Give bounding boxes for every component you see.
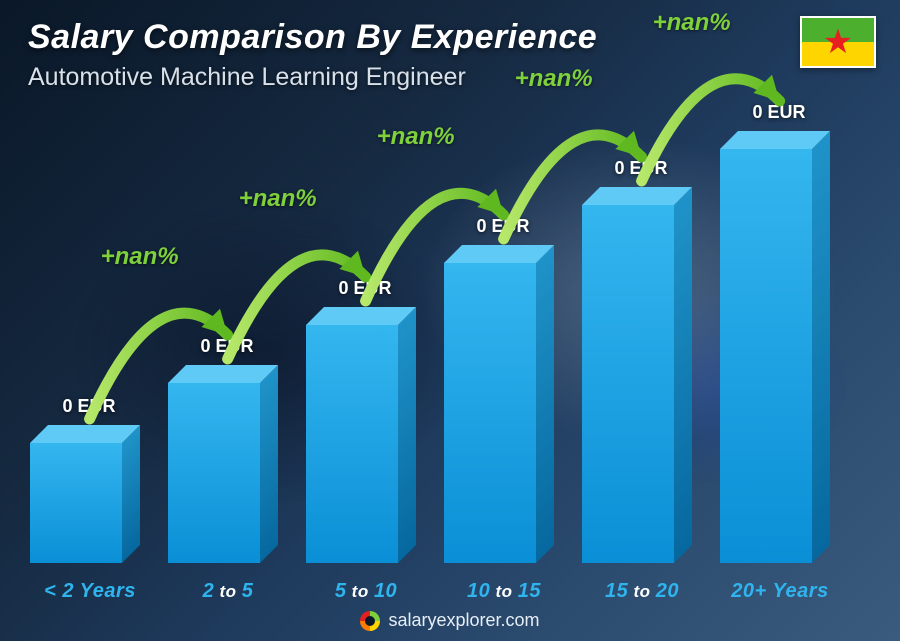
delta-label: +nan% (653, 9, 731, 37)
bar-front (168, 383, 260, 563)
delta-label: +nan% (239, 185, 317, 213)
infographic-canvas: Salary Comparison By Experience Automoti… (0, 0, 900, 641)
x-axis-label: < 2 Years (20, 580, 160, 603)
bar-front (582, 205, 674, 563)
footer-text: salaryexplorer.com (388, 610, 539, 631)
title-block: Salary Comparison By Experience Automoti… (28, 18, 597, 92)
flag-star-icon: ★ (823, 25, 853, 59)
bar-value-label: 0 EUR (438, 216, 568, 237)
bar-front (720, 149, 812, 563)
bar-cap (444, 245, 554, 263)
x-axis-label: 5 to 10 (296, 580, 436, 603)
x-axis-label: 15 to 20 (572, 580, 712, 603)
x-axis-label: 10 to 15 (434, 580, 574, 603)
bar-value-label: 0 EUR (576, 158, 706, 179)
bar-side (536, 245, 554, 563)
site-logo-icon (360, 611, 380, 631)
bar-side (812, 131, 830, 563)
bar-side (260, 365, 278, 563)
page-title: Salary Comparison By Experience (28, 18, 597, 57)
bar-cap (582, 187, 692, 205)
bar-slot: 0 EUR15 to 20 (582, 187, 690, 563)
x-axis-label: 2 to 5 (158, 580, 298, 603)
bar-value-label: 0 EUR (300, 278, 430, 299)
bar-value-label: 0 EUR (714, 102, 844, 123)
chart-area: 0 EUR< 2 Years 0 EUR2 to 5 0 EUR5 to 10 0 E… (30, 123, 850, 563)
bar-slot: 0 EUR< 2 Years (30, 425, 138, 563)
page-subtitle: Automotive Machine Learning Engineer (28, 63, 597, 92)
bar-side (398, 307, 416, 563)
bar-slot: 0 EUR20+ Years (720, 131, 828, 563)
bar-front (444, 263, 536, 563)
bar-slot: 0 EUR5 to 10 (306, 307, 414, 563)
bar-slot: 0 EUR2 to 5 (168, 365, 276, 563)
bar-value-label: 0 EUR (162, 336, 292, 357)
bar-value-label: 0 EUR (24, 396, 154, 417)
bar-side (122, 425, 140, 563)
bar-cap (168, 365, 278, 383)
x-axis-label: 20+ Years (710, 580, 850, 603)
bar-cap (30, 425, 140, 443)
bar-side (674, 187, 692, 563)
bar-slot: 0 EUR10 to 15 (444, 245, 552, 563)
delta-label: +nan% (515, 65, 593, 93)
bar-front (306, 325, 398, 563)
country-flag: ★ (800, 16, 876, 68)
bar-cap (306, 307, 416, 325)
delta-label: +nan% (101, 243, 179, 271)
bar-cap (720, 131, 830, 149)
bar-front (30, 443, 122, 563)
delta-label: +nan% (377, 123, 455, 151)
footer: salaryexplorer.com (0, 610, 900, 631)
